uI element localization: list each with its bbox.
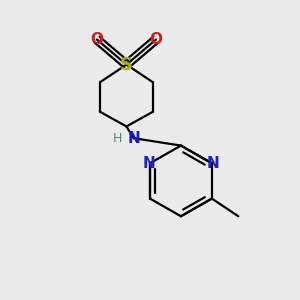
Text: N: N xyxy=(128,131,140,146)
Text: S: S xyxy=(120,56,133,74)
Text: O: O xyxy=(91,32,103,47)
Text: N: N xyxy=(142,156,155,171)
Text: O: O xyxy=(149,32,162,47)
Text: H: H xyxy=(113,132,122,145)
Text: N: N xyxy=(207,156,220,171)
